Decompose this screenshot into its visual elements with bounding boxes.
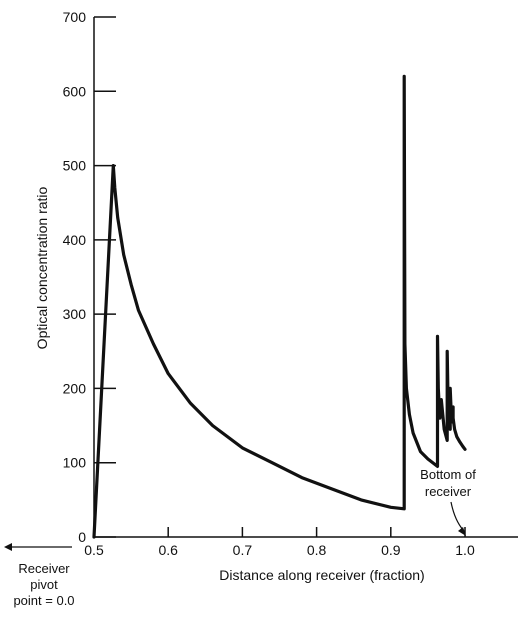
y-tick-label: 100	[63, 455, 87, 471]
x-tick-label: 0.7	[233, 542, 253, 558]
x-tick-label: 0.9	[381, 542, 401, 558]
concentration-series-line	[92, 74, 467, 539]
bottom-arrow-head-icon	[458, 527, 466, 536]
pivot-note-line: pivot	[30, 577, 58, 592]
x-axis-ticks: 0.5 0.6 0.7 0.8 0.9 1.0	[84, 527, 475, 558]
bottom-note-line: receiver	[425, 484, 472, 499]
x-tick-label: 0.5	[84, 542, 104, 558]
y-tick-label: 400	[63, 232, 87, 248]
y-axis-ticks: 0 100 200 300 400 500 600 700	[63, 9, 116, 545]
y-tick-label: 0	[78, 529, 86, 545]
y-axis-title: Optical concentration ratio	[34, 186, 50, 349]
y-tick-label: 600	[63, 83, 87, 99]
bottom-of-receiver-annotation: Bottom of receiver	[420, 467, 476, 536]
x-tick-label: 0.8	[307, 542, 327, 558]
y-tick-label: 500	[63, 158, 87, 174]
y-tick-label: 700	[63, 9, 87, 25]
pivot-note-line: Receiver	[18, 561, 70, 576]
pivot-point-annotation: Receiver pivot point = 0.0	[4, 543, 75, 608]
left-arrow-head-icon	[4, 543, 12, 551]
axes	[93, 17, 518, 538]
x-tick-label: 0.6	[158, 542, 178, 558]
x-tick-label: 1.0	[455, 542, 475, 558]
bottom-note-line: Bottom of	[420, 467, 476, 482]
x-axis-title: Distance along receiver (fraction)	[219, 567, 424, 583]
pivot-note-line: point = 0.0	[13, 593, 74, 608]
y-tick-label: 200	[63, 380, 87, 396]
y-tick-label: 300	[63, 306, 87, 322]
